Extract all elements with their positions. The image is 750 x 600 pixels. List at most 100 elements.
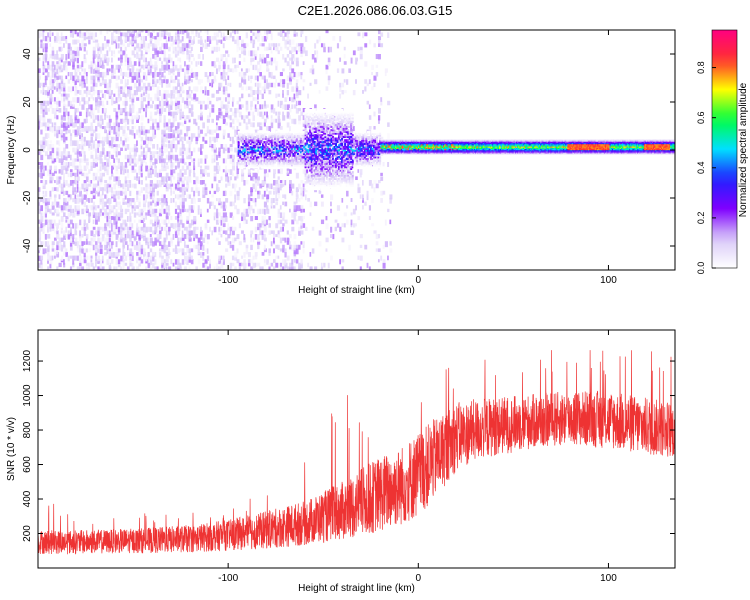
heatmap-cell xyxy=(90,36,93,40)
heatmap-cell xyxy=(283,139,286,142)
heatmap-cell xyxy=(269,142,272,145)
heatmap-cell xyxy=(236,100,240,105)
heatmap-cell xyxy=(81,43,84,49)
heatmap-cell xyxy=(236,190,240,197)
heatmap-cell xyxy=(186,219,190,224)
heatmap-cell xyxy=(197,61,200,65)
heatmap-cell xyxy=(257,137,260,140)
heatmap-cell xyxy=(149,194,153,200)
heatmap-cell xyxy=(301,151,304,154)
heatmap-cell xyxy=(293,248,297,255)
heatmap-cell xyxy=(115,30,118,34)
heatmap-cell xyxy=(42,100,46,106)
heatmap-cell xyxy=(313,162,316,165)
heatmap-cell xyxy=(292,159,295,162)
heatmap-cell xyxy=(257,68,261,74)
heatmap-cell xyxy=(111,252,115,258)
heatmap-cell xyxy=(242,142,245,145)
heatmap-cell xyxy=(277,115,281,120)
heatmap-cell xyxy=(277,169,281,174)
heatmap-cell xyxy=(275,131,278,134)
heatmap-cell xyxy=(99,244,103,248)
heatmap-cell xyxy=(90,162,93,166)
heatmap-cell xyxy=(268,43,271,49)
heatmap-cell xyxy=(227,176,230,183)
heatmap-cell xyxy=(307,262,310,268)
heatmap-cell xyxy=(251,151,254,154)
heatmap-cell xyxy=(133,147,137,152)
heatmap-cell xyxy=(373,82,376,88)
heatmap-cell xyxy=(156,32,160,38)
heatmap-cell xyxy=(304,125,307,128)
heatmap-cell xyxy=(240,139,243,142)
heatmap-cell xyxy=(302,115,305,121)
heatmap-cell xyxy=(261,131,264,134)
heatmap-cell xyxy=(69,226,73,233)
heatmap-cell xyxy=(138,237,141,241)
heatmap-cell xyxy=(218,198,221,204)
heatmap-cell xyxy=(282,266,285,270)
heatmap-cell xyxy=(284,142,287,145)
heatmap-cell xyxy=(309,144,312,147)
heatmap-cell xyxy=(126,216,129,222)
heatmap-cell xyxy=(254,252,258,257)
heatmap-cell xyxy=(213,216,216,221)
heatmap-cell xyxy=(74,241,78,246)
heatmap-cell xyxy=(241,86,244,91)
heatmap-cell xyxy=(327,57,331,63)
heatmap-cell xyxy=(188,147,191,153)
heatmap-cell xyxy=(76,68,80,72)
heatmap-cell xyxy=(168,241,171,247)
heatmap-cell xyxy=(263,100,266,107)
heatmap-cell xyxy=(243,146,246,149)
heatmap-cell xyxy=(88,216,91,222)
heatmap-cell xyxy=(242,149,245,152)
heatmap-cell xyxy=(145,216,148,220)
heatmap-cell xyxy=(142,212,146,218)
heatmap-cell xyxy=(79,82,82,87)
heatmap-cell xyxy=(261,57,264,64)
heatmap-cell xyxy=(177,68,181,72)
heatmap-cell xyxy=(225,147,227,152)
heatmap-cell xyxy=(259,122,262,126)
heatmap-cell xyxy=(243,252,246,258)
heatmap-cell xyxy=(161,61,163,65)
heatmap-cell xyxy=(389,241,392,246)
heatmap-cell xyxy=(300,154,303,157)
heatmap-cell xyxy=(309,125,312,128)
heatmap-cell xyxy=(58,262,62,268)
heatmap-cell xyxy=(111,97,114,103)
heatmap-cell xyxy=(293,146,296,149)
heatmap-cell xyxy=(85,176,89,182)
heatmap-cell xyxy=(95,248,98,253)
heatmap-cell xyxy=(220,82,223,88)
heatmap-cell xyxy=(278,146,281,149)
heatmap-cell xyxy=(108,230,111,236)
heatmap-cell xyxy=(83,255,86,260)
heatmap-cell xyxy=(254,139,257,142)
heatmap-cell xyxy=(181,259,185,265)
heatmap-cell xyxy=(279,82,282,87)
heatmap-cell xyxy=(165,248,169,252)
heatmap-cell xyxy=(306,110,309,113)
heatmap-cell xyxy=(313,156,316,159)
heatmap-cell xyxy=(309,139,312,142)
heatmap-cell xyxy=(172,115,175,119)
heatmap-cell xyxy=(272,134,275,137)
heatmap-cell xyxy=(387,255,389,261)
heatmap-cell xyxy=(97,140,101,144)
heatmap-cell xyxy=(314,43,317,49)
heatmap-cell xyxy=(272,141,275,144)
heatmap-cell xyxy=(206,97,210,101)
heatmap-cell xyxy=(142,237,146,242)
heatmap-cell xyxy=(49,30,52,33)
heatmap-cell xyxy=(304,226,308,231)
heatmap-cell xyxy=(56,104,59,110)
heatmap-cell xyxy=(72,183,74,188)
heatmap-cell xyxy=(111,126,114,130)
heatmap-cell xyxy=(74,75,77,81)
heatmap-cell xyxy=(286,162,289,166)
heatmap-cell xyxy=(83,259,87,264)
heatmap-cell xyxy=(108,151,111,155)
heatmap-cell xyxy=(275,159,278,162)
